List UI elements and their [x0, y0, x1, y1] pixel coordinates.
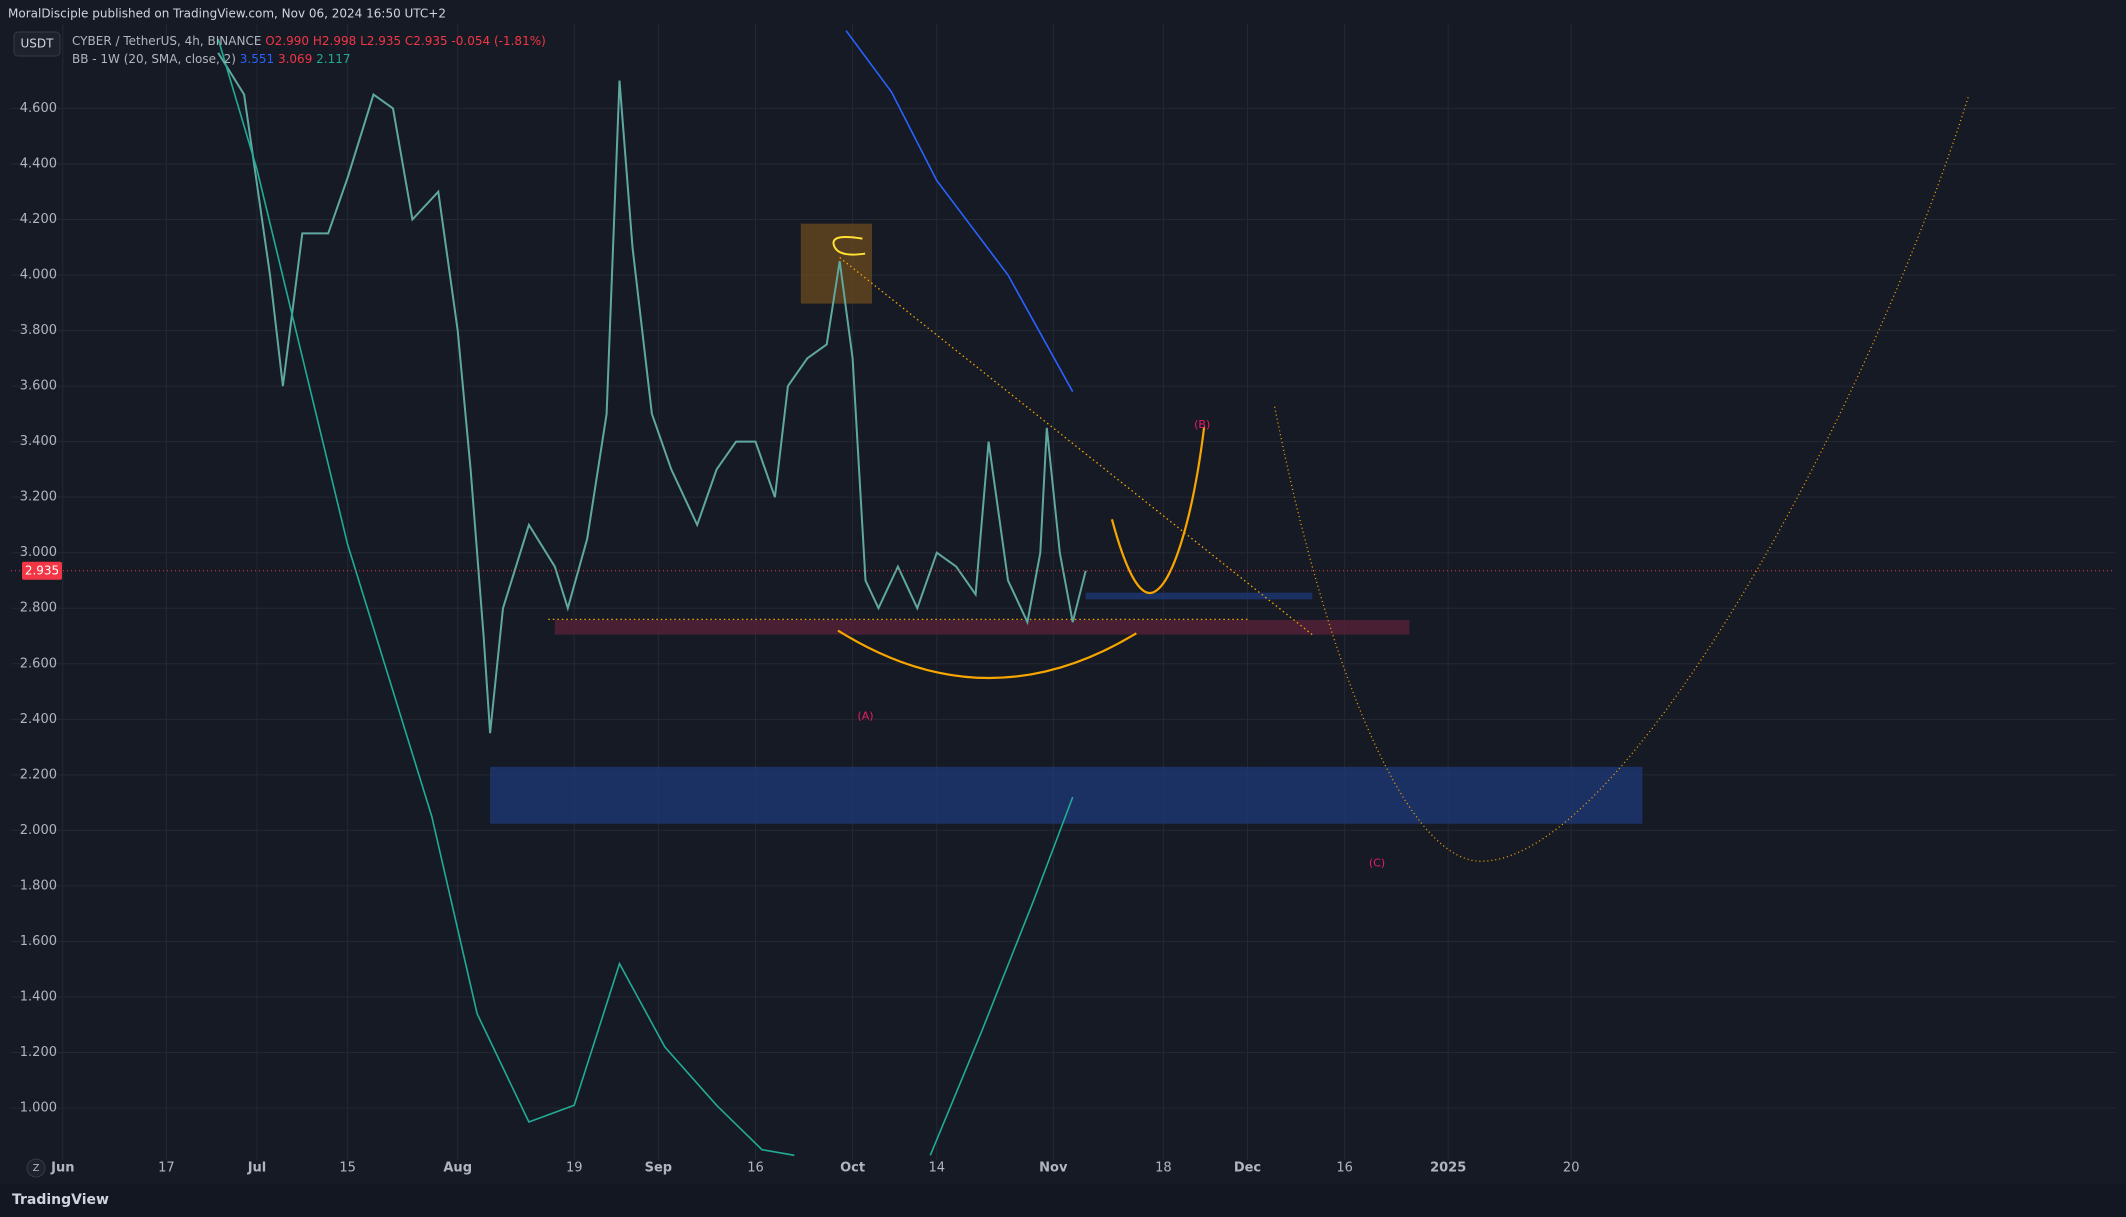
indicator: BB - 1W (20, SMA, close, 2)	[72, 52, 240, 66]
bb-upper-value: 3.551	[240, 52, 278, 66]
indicator-row: BB - 1W (20, SMA, close, 2) 3.551 3.069 …	[72, 52, 351, 66]
x-tick-label: Nov	[1039, 1161, 1068, 1176]
zone	[1085, 592, 1313, 600]
x-tick-label: 18	[1155, 1161, 1172, 1176]
trendline	[839, 257, 1313, 636]
series	[217, 30, 1087, 1157]
ohlc-high: H2.998	[313, 34, 360, 48]
series-line	[217, 38, 1074, 1157]
y-tick-label: 2.000	[20, 823, 57, 838]
labels: (A) (B) (C)	[857, 418, 1385, 870]
x-tick-label: 17	[158, 1161, 175, 1176]
x-tick-label: 2025	[1430, 1161, 1466, 1176]
x-tick-label: Dec	[1234, 1161, 1261, 1176]
drawn-projection	[1112, 427, 1204, 593]
publisher: MoralDisciple published on TradingView.c…	[8, 7, 446, 21]
brand: TradingView	[12, 1192, 109, 1208]
y-tick-label: 3.600	[20, 379, 57, 394]
y-tick-label: 1.400	[20, 990, 57, 1005]
currency-button[interactable]	[13, 31, 61, 57]
drawn-arc	[838, 631, 1136, 678]
wave-label: (A)	[857, 710, 873, 723]
y-tick-label: 1.000	[20, 1101, 57, 1116]
drawn-c	[833, 237, 865, 255]
y-tick-label: 4.600	[20, 101, 57, 116]
axes: 1.000 1.200 1.400 1.600 1.800 2.000 2.200 2.400…	[11, 101, 2115, 1176]
last-price-tag	[22, 561, 62, 580]
x-tick-label: Sep	[645, 1161, 673, 1176]
scale-button[interactable]	[26, 1158, 46, 1178]
y-tick-label: 3.400	[20, 434, 57, 449]
series-line	[845, 30, 1074, 393]
bb-basis-value: 3.069	[278, 52, 316, 66]
y-tick-label: 2.200	[20, 767, 57, 782]
bb-lower-value: 2.117	[316, 52, 350, 66]
wave-label: (B)	[1194, 418, 1210, 431]
scale-label[interactable]: Z	[33, 1163, 40, 1174]
x-tick-label: Aug	[443, 1161, 472, 1176]
currency-label[interactable]: USDT	[21, 37, 55, 51]
x-tick-label: 14	[928, 1161, 945, 1176]
y-tick-label: 1.200	[20, 1045, 57, 1060]
y-tick-label: 3.000	[20, 545, 57, 560]
ohlc-open: O2.990	[265, 34, 313, 48]
x-tick-label: Oct	[840, 1161, 865, 1176]
ohlc-close: C2.935	[405, 34, 452, 48]
x-tick-label: Jun	[50, 1161, 74, 1176]
zone	[554, 619, 1410, 635]
y-tick-label: 2.400	[20, 712, 57, 727]
y-tick-label: 4.200	[20, 212, 57, 227]
y-tick-label: 4.400	[20, 156, 57, 171]
change: -0.054 (-1.81%)	[451, 34, 545, 48]
grid	[11, 24, 2115, 1160]
x-tick-label: 16	[747, 1161, 764, 1176]
ohlc-low: L2.935	[360, 34, 405, 48]
last-price-label: 2.935	[25, 563, 59, 577]
zone	[800, 223, 873, 304]
symbol: CYBER / TetherUS, 4h, BINANCE	[72, 34, 265, 48]
series-line	[217, 52, 1087, 734]
x-tick-label: 15	[339, 1161, 356, 1176]
wave-label: (C)	[1369, 857, 1385, 870]
y-tick-label: 2.600	[20, 656, 57, 671]
y-tick-label: 2.800	[20, 601, 57, 616]
footer-bar	[0, 1184, 2126, 1217]
legend-row: CYBER / TetherUS, 4h, BINANCE O2.990 H2.…	[72, 34, 546, 48]
x-tick-label: 16	[1336, 1161, 1353, 1176]
x-tick-label: Jul	[247, 1161, 267, 1176]
y-tick-label: 1.800	[20, 878, 57, 893]
y-tick-label: 3.800	[20, 323, 57, 338]
y-tick-label: 4.000	[20, 268, 57, 283]
y-tick-label: 1.600	[20, 934, 57, 949]
x-tick-label: 19	[566, 1161, 583, 1176]
drawings	[833, 95, 1968, 861]
y-tick-label: 3.200	[20, 490, 57, 505]
x-tick-label: 20	[1563, 1161, 1580, 1176]
